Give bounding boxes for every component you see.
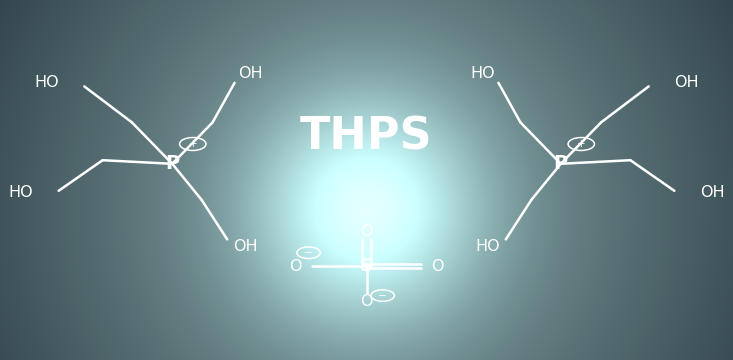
- Text: S: S: [360, 257, 373, 275]
- Text: O: O: [289, 259, 302, 274]
- Text: OH: OH: [700, 185, 725, 200]
- Text: OH: OH: [233, 239, 258, 254]
- Text: O: O: [431, 259, 444, 274]
- Text: −: −: [304, 248, 313, 258]
- Text: +: +: [188, 139, 197, 149]
- Text: P: P: [553, 154, 568, 173]
- Text: HO: HO: [8, 185, 33, 200]
- Text: −: −: [378, 291, 387, 301]
- Text: O: O: [360, 224, 373, 239]
- Text: HO: HO: [475, 239, 500, 254]
- Text: +: +: [577, 139, 586, 149]
- Text: THPS: THPS: [301, 115, 432, 158]
- Text: HO: HO: [470, 66, 495, 81]
- Text: OH: OH: [238, 66, 263, 81]
- Text: O: O: [360, 294, 373, 309]
- Text: OH: OH: [674, 75, 699, 90]
- Text: P: P: [165, 154, 180, 173]
- Text: HO: HO: [34, 75, 59, 90]
